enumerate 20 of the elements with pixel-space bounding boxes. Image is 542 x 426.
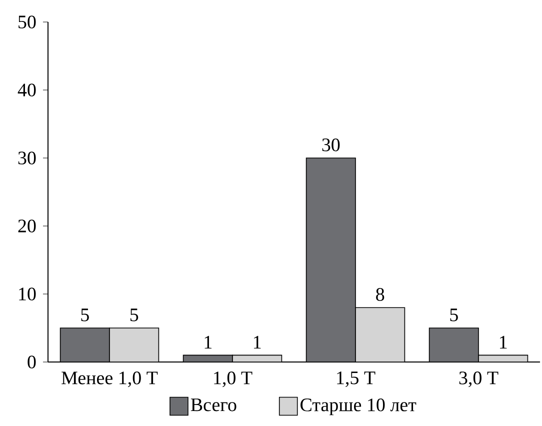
data-label: 1 bbox=[254, 336, 261, 348]
data-label: 5 bbox=[130, 308, 138, 322]
data-label: 5 bbox=[450, 308, 458, 322]
x-tick-label: 1,5 Т bbox=[337, 372, 376, 387]
x-tick-label: Менее 1,0 Т bbox=[62, 372, 158, 388]
data-label: 1 bbox=[204, 336, 212, 348]
y-tick-label: 0 bbox=[28, 356, 36, 368]
data-label: 8 bbox=[376, 288, 384, 301]
y-tick-label: 40 bbox=[18, 84, 36, 96]
data-label: 30 bbox=[322, 138, 340, 152]
data-label: 5 bbox=[81, 308, 89, 322]
y-tick-label: 20 bbox=[18, 220, 36, 232]
y-tick-label: 10 bbox=[19, 288, 36, 300]
y-tick-label: 30 bbox=[18, 152, 36, 164]
y-tick-label: 50 bbox=[18, 16, 36, 28]
legend-label: Всего bbox=[190, 398, 236, 412]
data-label: 1 bbox=[500, 336, 507, 348]
x-tick-label: 3,0 Т bbox=[459, 372, 498, 388]
x-tick-label: 1,0 Т bbox=[214, 372, 252, 388]
legend-label: Старше 10 лет bbox=[300, 398, 416, 416]
